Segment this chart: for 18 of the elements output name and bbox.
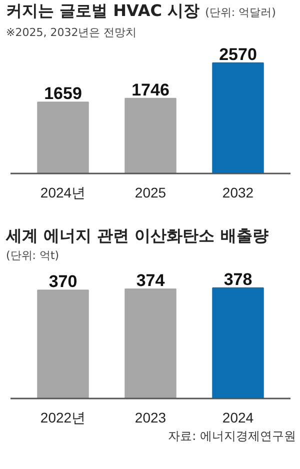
data-label: 378 xyxy=(224,270,252,289)
chart-title: 커지는 글로벌 HVAC 시장 xyxy=(6,1,200,20)
x-tick-label: 2022년 xyxy=(40,410,86,426)
x-tick-label: 2024 xyxy=(222,410,254,426)
data-label: 374 xyxy=(136,271,166,290)
x-tick-label: 2025 xyxy=(134,184,166,200)
chart-subtitle: (단위: 억달러) xyxy=(205,6,276,19)
chart-title: 세계 에너지 관련 이산화탄소 배출량 xyxy=(6,225,270,247)
data-label: 1659 xyxy=(44,84,82,104)
chart-subtitle: (단위: 억t) xyxy=(6,248,60,264)
data-label: 1746 xyxy=(132,80,170,100)
data-label: 370 xyxy=(48,272,78,292)
text: ※2025, 2032년은 전망치 xyxy=(6,25,138,41)
text: 자료: 에너지경제연구원 xyxy=(167,428,296,445)
x-tick-label: 2023 xyxy=(134,410,166,426)
x-tick-label: 2032 xyxy=(222,184,254,200)
x-tick-label: 2024년 xyxy=(40,184,86,200)
data-label: 2570 xyxy=(219,44,257,64)
